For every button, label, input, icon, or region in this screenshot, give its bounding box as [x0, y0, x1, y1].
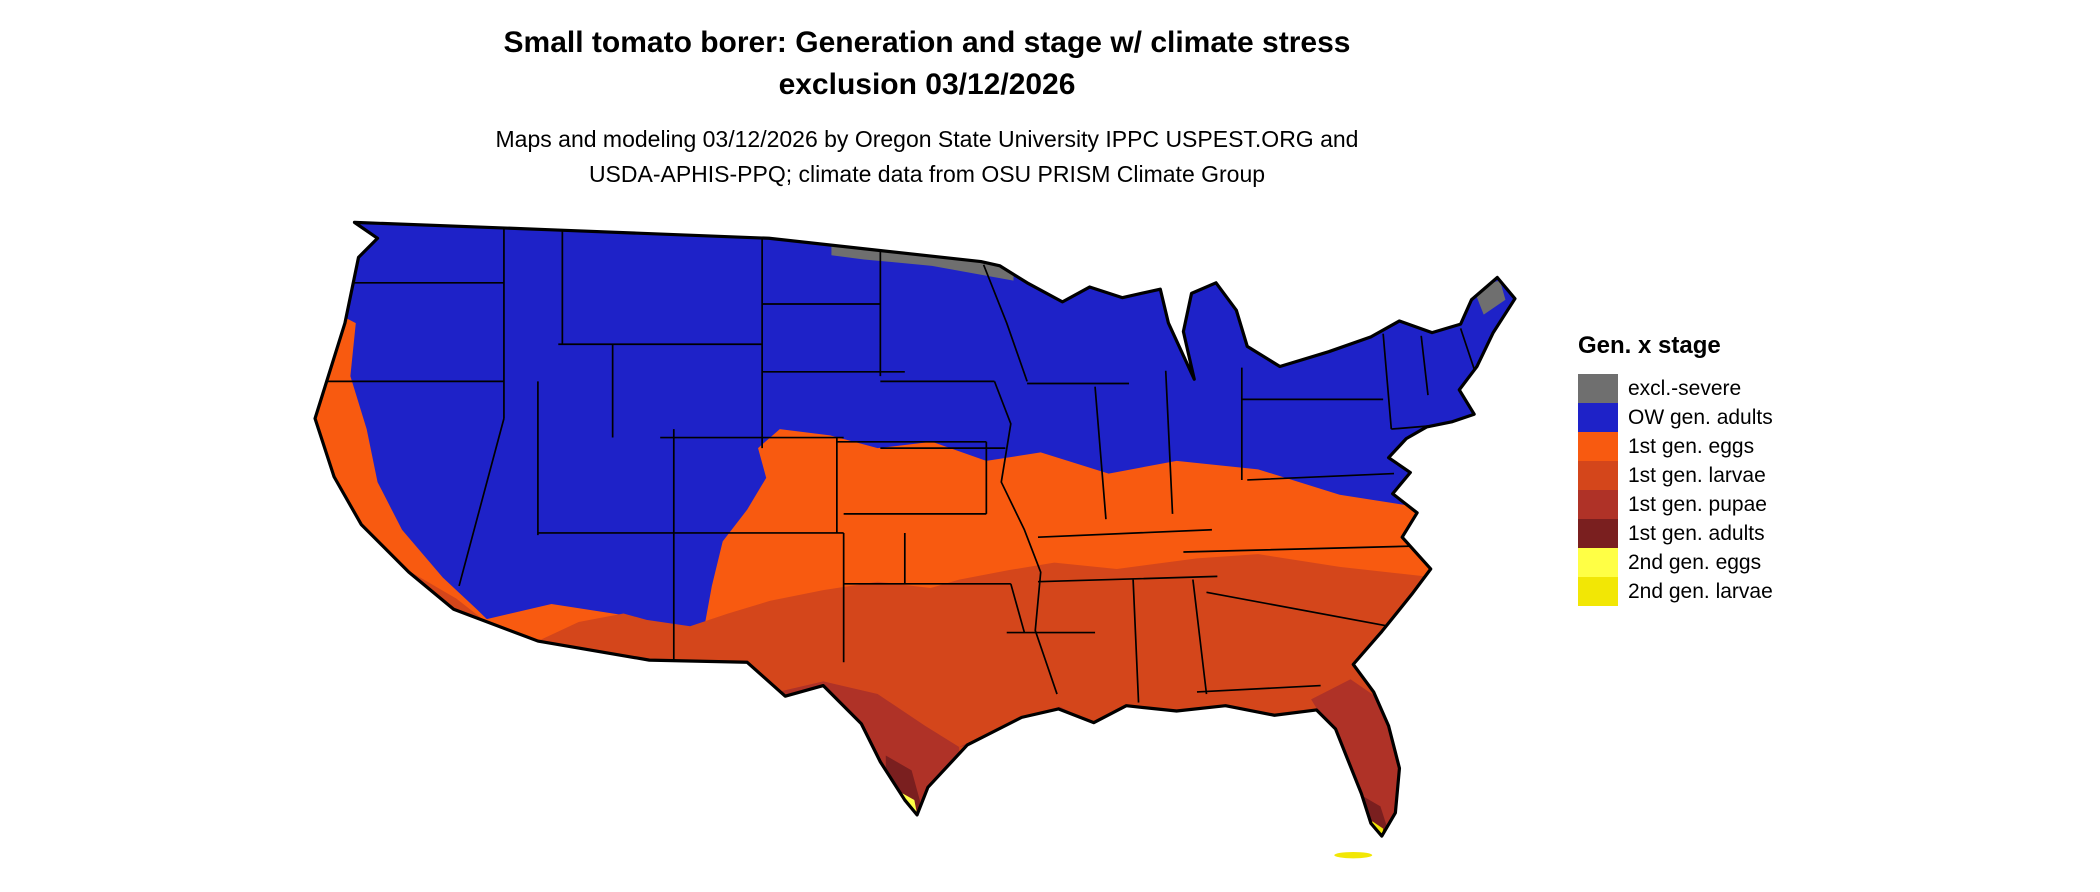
legend-item-label: 1st gen. pupae	[1628, 492, 1767, 516]
legend-item: 1st gen. adults	[1578, 519, 1773, 548]
state-borders	[320, 226, 1478, 703]
legend-swatch	[1578, 490, 1618, 519]
legend-swatch	[1578, 403, 1618, 432]
map-subtitle: Maps and modeling 03/12/2026 by Oregon S…	[0, 122, 1854, 191]
map-title: Small tomato borer: Generation and stage…	[0, 22, 1854, 106]
legend-item: 1st gen. pupae	[1578, 490, 1773, 519]
subtitle-line-2: USDA-APHIS-PPQ; climate data from OSU PR…	[588, 160, 1266, 187]
legend-swatch	[1578, 374, 1618, 403]
legend-item: 1st gen. eggs	[1578, 432, 1773, 461]
legend-item-label: 2nd gen. eggs	[1628, 550, 1762, 574]
legend-item-label: 1st gen. eggs	[1628, 434, 1755, 458]
title-line-2: exclusion 03/12/2026	[778, 68, 1076, 101]
legend-item-label: OW gen. adults	[1628, 405, 1773, 429]
legend-item-label: 1st gen. adults	[1628, 521, 1765, 545]
legend-item: 2nd gen. larvae	[1578, 577, 1773, 606]
legend-swatch	[1578, 461, 1618, 490]
legend-swatch	[1578, 432, 1618, 461]
legend-item: OW gen. adults	[1578, 403, 1773, 432]
legend-swatch	[1578, 519, 1618, 548]
us-outline	[315, 222, 1515, 836]
legend-item-label: 1st gen. larvae	[1628, 463, 1766, 487]
subtitle-line-1: Maps and modeling 03/12/2026 by Oregon S…	[495, 126, 1359, 152]
legend-item: 1st gen. larvae	[1578, 461, 1773, 490]
region-1st-gen-pupae-florida	[1311, 679, 1400, 837]
legend-item-label: 2nd gen. larvae	[1628, 579, 1773, 603]
us-map	[300, 213, 1530, 873]
legend: Gen. x stage excl.-severe OW gen. adults 1…	[1578, 332, 1773, 606]
legend-item: 2nd gen. eggs	[1578, 548, 1773, 577]
us-map-svg	[300, 213, 1530, 859]
legend-item: excl.-severe	[1578, 374, 1773, 403]
legend-title: Gen. x stage	[1578, 332, 1721, 359]
legend-swatch	[1578, 548, 1618, 577]
title-line-1: Small tomato borer: Generation and stage…	[503, 26, 1351, 59]
legend-swatch	[1578, 577, 1618, 606]
legend-items: excl.-severe OW gen. adults 1st gen. eggs 1…	[1578, 374, 1773, 606]
legend-item-label: excl.-severe	[1628, 376, 1742, 400]
region-2nd-gen-larvae-florida-keys	[1334, 851, 1373, 859]
